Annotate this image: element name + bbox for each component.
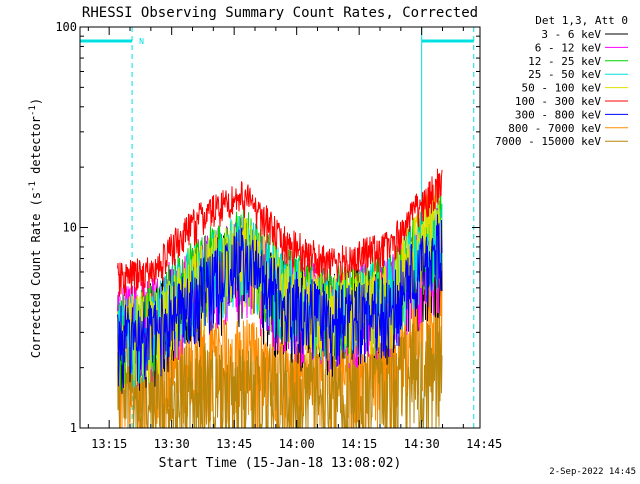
legend-label-1: 6 - 12 keV bbox=[535, 41, 602, 54]
y-axis-label-sup1: -1 bbox=[28, 181, 38, 192]
x-tick-label-0: 13:15 bbox=[91, 437, 127, 451]
legend-label-5: 100 - 300 keV bbox=[515, 95, 601, 108]
y-tick-label-0: 1 bbox=[70, 421, 77, 435]
y-axis-label-mid: detector bbox=[29, 116, 43, 181]
legend-label-6: 300 - 800 keV bbox=[515, 108, 601, 121]
x-tick-label-5: 14:30 bbox=[404, 437, 440, 451]
legend-label-4: 50 - 100 keV bbox=[522, 82, 602, 95]
legend-label-8: 7000 - 15000 keV bbox=[495, 135, 601, 148]
legend-header: Det 1,3, Att 0 bbox=[535, 14, 628, 27]
series-line-6 bbox=[117, 214, 443, 389]
y-tick-label-2: 100 bbox=[55, 20, 77, 34]
series-layer bbox=[117, 168, 443, 430]
y-axis-label-end: ) bbox=[29, 98, 43, 105]
x-axis-label: Start Time (15-Jan-18 13:08:02) bbox=[159, 456, 402, 471]
legend-label-2: 12 - 25 keV bbox=[528, 55, 601, 68]
chart-title: RHESSI Observing Summary Count Rates, Co… bbox=[82, 5, 478, 21]
x-tick-label-2: 13:45 bbox=[216, 437, 252, 451]
x-tick-label-3: 14:00 bbox=[279, 437, 315, 451]
legend-label-7: 800 - 7000 keV bbox=[508, 122, 601, 135]
y-axis-label: Corrected Count Rate (s-1 detector-1) bbox=[28, 98, 43, 358]
legend-label-0: 3 - 6 keV bbox=[541, 28, 601, 41]
night-marker-label: N bbox=[139, 37, 144, 46]
x-tick-label-4: 14:15 bbox=[341, 437, 377, 451]
y-axis-label-main: Corrected Count Rate (s bbox=[29, 192, 43, 358]
x-tick-label-6: 14:45 bbox=[466, 437, 502, 451]
axes: 1 10 100 13:15 13:30 13:45 14:00 14:15 14:30 14:4… bbox=[55, 20, 502, 451]
y-tick-label-1: 10 bbox=[63, 221, 77, 235]
y-axis-label-sup2: -1 bbox=[28, 105, 38, 116]
timestamp: 2-Sep-2022 14:45 bbox=[549, 467, 636, 477]
legend-label-3: 25 - 50 keV bbox=[528, 68, 601, 81]
series-line-8 bbox=[117, 306, 443, 430]
series-line-5 bbox=[117, 168, 443, 297]
x-tick-label-1: 13:30 bbox=[154, 437, 190, 451]
